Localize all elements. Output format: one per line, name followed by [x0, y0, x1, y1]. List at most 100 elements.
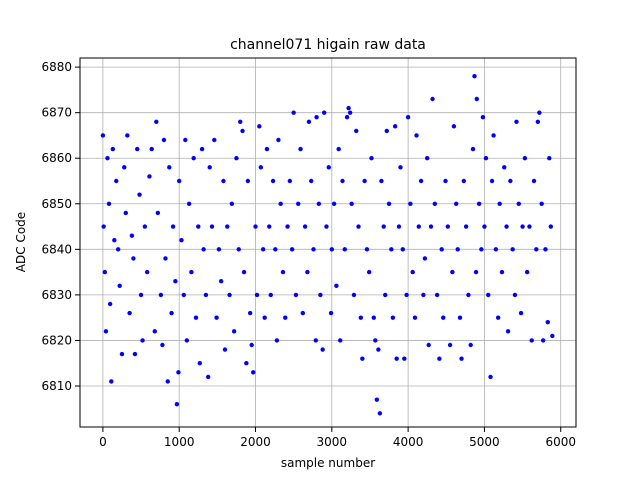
- data-point-0-153: [398, 165, 403, 170]
- data-point-0-161: [414, 133, 419, 138]
- data-point-0-113: [320, 347, 325, 352]
- x-tick-label-2: 2000: [240, 435, 271, 449]
- data-point-0-156: [404, 292, 409, 298]
- data-point-0-189: [472, 74, 477, 79]
- data-point-0-56: [203, 292, 209, 298]
- data-point-0-51: [193, 315, 199, 320]
- data-point-0-58: [207, 165, 212, 170]
- data-point-0-9: [112, 238, 117, 243]
- data-point-0-53: [197, 361, 203, 366]
- data-point-0-86: [264, 146, 270, 152]
- data-point-0-75: [244, 361, 249, 366]
- data-point-0-203: [497, 201, 502, 206]
- x-tick-label-4: 4000: [393, 435, 424, 449]
- data-point-0-110: [314, 115, 319, 120]
- data-point-0-52: [196, 224, 201, 229]
- data-point-0-165: [422, 256, 428, 261]
- data-point-0-226: [545, 320, 550, 325]
- y-tick-label-0: 6810: [41, 379, 72, 393]
- data-point-0-213: [518, 310, 524, 316]
- data-point-0-100: [293, 292, 299, 298]
- y-tick-label-1: 6820: [41, 333, 72, 347]
- data-point-0-40: [173, 279, 178, 284]
- data-point-0-205: [502, 165, 507, 170]
- data-points: [100, 74, 555, 416]
- data-point-0-23: [138, 292, 144, 298]
- data-point-0-78: [249, 342, 254, 348]
- data-point-0-195: [482, 224, 487, 229]
- data-point-0-120: [334, 283, 339, 288]
- data-point-0-54: [199, 146, 205, 152]
- data-point-0-181: [455, 247, 460, 252]
- plot-frame: [79, 57, 577, 428]
- data-point-0-1: [101, 224, 106, 229]
- data-point-0-76: [245, 178, 251, 184]
- data-point-0-35: [163, 256, 168, 261]
- data-point-0-197: [486, 292, 491, 298]
- data-point-0-199: [489, 178, 495, 184]
- data-point-0-140: [374, 397, 380, 402]
- data-point-0-22: [137, 192, 142, 197]
- data-point-0-159: [410, 269, 415, 275]
- data-point-0-207: [505, 329, 511, 334]
- data-point-0-123: [340, 178, 345, 184]
- data-point-0-33: [160, 342, 165, 348]
- grid: [80, 58, 576, 427]
- data-point-0-154: [400, 247, 405, 252]
- data-point-0-222: [537, 110, 542, 115]
- data-point-0-136: [367, 269, 372, 275]
- data-point-0-119: [331, 201, 337, 206]
- data-point-0-19: [131, 256, 136, 261]
- data-point-0-18: [129, 233, 135, 238]
- data-point-0-208: [508, 178, 513, 184]
- chart-title: channel071 higain raw data: [230, 37, 426, 53]
- data-point-0-200: [491, 133, 496, 138]
- data-point-0-37: [167, 165, 172, 170]
- y-axis-label: ADC Code: [14, 212, 28, 272]
- data-point-0-204: [499, 269, 505, 275]
- data-point-0-201: [493, 247, 499, 252]
- data-point-0-184: [461, 178, 467, 184]
- data-point-0-82: [257, 124, 262, 129]
- data-point-0-149: [390, 315, 396, 320]
- data-point-0-139: [373, 338, 378, 343]
- data-point-0-74: [241, 269, 247, 275]
- data-point-0-63: [218, 279, 224, 284]
- data-point-0-224: [540, 338, 546, 343]
- data-point-0-192: [476, 201, 482, 206]
- data-point-0-171: [434, 292, 440, 298]
- data-point-0-25: [142, 224, 148, 229]
- data-point-0-112: [318, 292, 323, 298]
- data-point-0-95: [283, 315, 288, 320]
- data-point-0-91: [274, 338, 280, 343]
- data-point-0-97: [287, 178, 293, 184]
- data-point-0-69: [231, 329, 237, 334]
- y-tick-label-2: 6830: [41, 288, 72, 302]
- data-point-0-147: [386, 201, 392, 206]
- data-point-0-166: [425, 156, 430, 161]
- data-point-0-41: [174, 402, 180, 407]
- data-point-0-125: [344, 115, 350, 120]
- data-point-0-20: [132, 351, 138, 357]
- data-point-0-144: [381, 224, 386, 229]
- data-point-0-176: [445, 224, 451, 229]
- data-point-0-219: [531, 178, 537, 184]
- data-point-0-155: [402, 356, 407, 361]
- data-point-0-89: [270, 178, 276, 184]
- data-point-0-167: [426, 342, 431, 348]
- data-point-0-178: [450, 269, 455, 275]
- data-point-0-14: [122, 165, 127, 170]
- data-point-0-62: [216, 247, 222, 252]
- data-point-0-42: [176, 370, 181, 375]
- data-point-0-72: [238, 119, 243, 124]
- data-point-0-183: [459, 356, 464, 361]
- data-point-0-26: [144, 269, 150, 275]
- data-point-0-117: [328, 310, 334, 316]
- data-point-0-57: [205, 374, 211, 380]
- data-point-0-114: [321, 110, 327, 115]
- data-point-0-229: [550, 333, 555, 339]
- data-point-0-135: [364, 247, 370, 252]
- data-point-0-36: [165, 379, 170, 384]
- data-point-0-45: [181, 292, 186, 298]
- y-tick-label-6: 6870: [41, 106, 72, 120]
